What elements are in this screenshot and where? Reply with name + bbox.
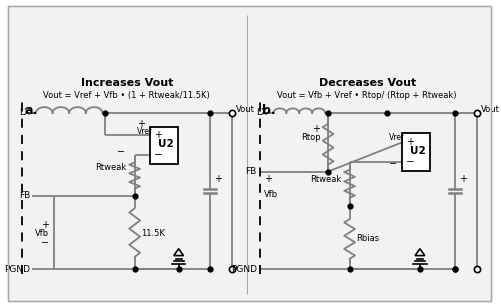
- Text: +: +: [459, 174, 467, 185]
- Text: PGND: PGND: [4, 265, 30, 274]
- Text: FB: FB: [19, 192, 30, 200]
- Text: LX: LX: [257, 108, 268, 118]
- Text: +: +: [41, 220, 49, 230]
- Text: −: −: [154, 150, 162, 160]
- Text: 11.5K: 11.5K: [141, 229, 165, 238]
- Text: b.: b.: [262, 103, 275, 117]
- Text: U2: U2: [158, 139, 174, 149]
- Text: −: −: [406, 157, 414, 167]
- Text: −: −: [117, 147, 125, 157]
- Text: U2: U2: [410, 146, 426, 156]
- Text: Increases Vout: Increases Vout: [81, 78, 173, 88]
- Text: +: +: [214, 174, 222, 185]
- Text: Decreases Vout: Decreases Vout: [319, 78, 416, 88]
- Text: Vout = Vfb + Vref • Rtop/ (Rtop + Rtweak): Vout = Vfb + Vref • Rtop/ (Rtop + Rtweak…: [278, 91, 457, 100]
- Text: LX: LX: [19, 108, 30, 118]
- Bar: [150, 126, 178, 164]
- Text: Vout: Vout: [236, 105, 255, 114]
- Text: +: +: [312, 124, 320, 134]
- Text: FB: FB: [245, 167, 257, 176]
- Text: Rtweak: Rtweak: [311, 175, 342, 184]
- Bar: [402, 134, 430, 171]
- Text: PGND: PGND: [231, 265, 257, 274]
- Text: a.: a.: [24, 103, 38, 117]
- Text: Vfb: Vfb: [264, 189, 278, 199]
- Text: Vout = Vref + Vfb • (1 + Rtweak/11.5K): Vout = Vref + Vfb • (1 + Rtweak/11.5K): [44, 91, 210, 100]
- Text: Vref: Vref: [389, 133, 404, 142]
- Text: +: +: [154, 130, 162, 140]
- Text: −: −: [389, 159, 397, 169]
- Text: Vout: Vout: [480, 105, 499, 114]
- Text: Vref: Vref: [137, 127, 152, 136]
- Text: Rtweak: Rtweak: [96, 163, 127, 172]
- Text: −: −: [41, 238, 49, 248]
- Text: +: +: [406, 137, 414, 147]
- Text: Vfb: Vfb: [35, 229, 49, 238]
- Text: +: +: [137, 119, 145, 129]
- Text: +: +: [264, 174, 272, 185]
- Text: Rbias: Rbias: [356, 234, 380, 243]
- Text: Rtop: Rtop: [301, 133, 320, 142]
